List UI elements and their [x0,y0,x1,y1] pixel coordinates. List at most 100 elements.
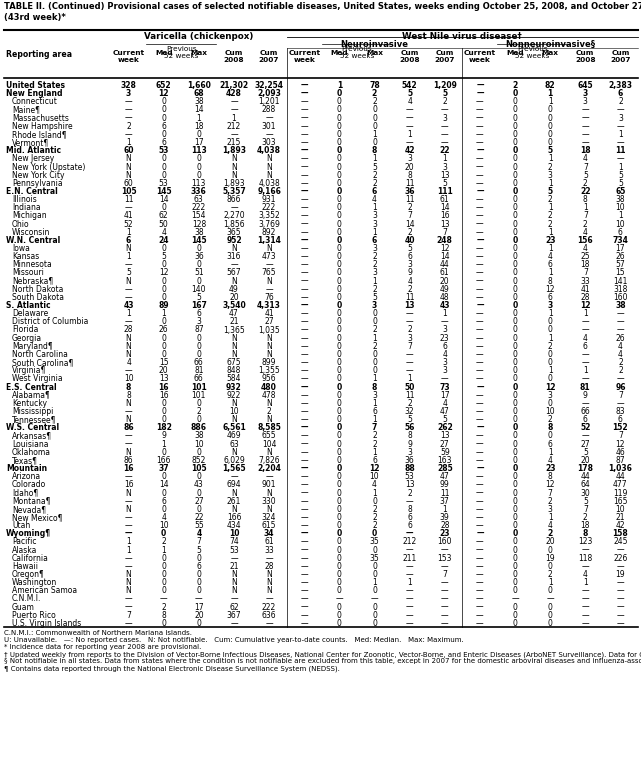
Text: 6: 6 [547,260,553,269]
Text: 3: 3 [407,447,412,457]
Text: 4: 4 [126,358,131,367]
Text: 1: 1 [548,154,553,164]
Text: 4: 4 [407,276,412,285]
Text: 19: 19 [545,554,555,562]
Text: 4: 4 [618,350,623,359]
Text: N: N [231,447,237,457]
Text: 23: 23 [545,464,555,473]
Text: Iowa: Iowa [12,244,30,253]
Text: 15: 15 [159,358,169,367]
Text: 10: 10 [229,407,239,416]
Text: California: California [12,554,49,562]
Text: —: — [230,619,238,628]
Text: 6: 6 [372,456,377,465]
Text: —: — [476,154,484,164]
Text: Montana¶: Montana¶ [12,497,51,505]
Text: 4: 4 [583,333,588,342]
Text: 0: 0 [337,276,342,285]
Text: 0: 0 [337,285,342,294]
Text: Reporting area: Reporting area [6,50,72,59]
Text: * Incidence data for reporting year 2008 are provisional.: * Incidence data for reporting year 2008… [4,644,201,650]
Text: 7: 7 [547,489,553,498]
Text: 6: 6 [162,497,166,505]
Text: 0: 0 [513,244,517,253]
Text: Cum
2007: Cum 2007 [610,50,631,63]
Text: 7: 7 [442,570,447,579]
Text: —: — [441,594,449,603]
Text: 12: 12 [159,269,169,278]
Text: N: N [126,154,131,164]
Text: U: Unavailable.   —: No reported cases.   N: Not notifiable.   Cum: Cumulative y: U: Unavailable. —: No reported cases. N:… [4,637,463,643]
Text: N: N [231,350,237,359]
Text: 1,209: 1,209 [433,81,456,90]
Text: —: — [301,276,308,285]
Text: Med: Med [155,50,172,56]
Text: 61: 61 [440,269,449,278]
Text: —: — [476,383,484,392]
Text: Massachusetts: Massachusetts [12,113,69,123]
Text: 73: 73 [440,383,450,392]
Text: 0: 0 [513,431,517,441]
Text: —: — [476,244,484,253]
Text: N: N [266,154,272,164]
Text: —: — [406,570,413,579]
Text: 0: 0 [372,122,377,131]
Text: 0: 0 [513,399,517,408]
Text: 44: 44 [440,260,449,269]
Text: 0: 0 [162,106,166,114]
Text: 0: 0 [337,431,342,441]
Text: 14: 14 [440,252,449,261]
Text: Texas¶: Texas¶ [12,456,38,465]
Text: 0: 0 [337,464,342,473]
Text: 5: 5 [583,447,588,457]
Text: 288: 288 [262,106,276,114]
Text: 3: 3 [372,244,377,253]
Text: 3: 3 [372,269,377,278]
Text: 18: 18 [581,260,590,269]
Text: 0: 0 [513,260,517,269]
Text: 2: 2 [372,260,377,269]
Text: 1,355: 1,355 [258,366,280,375]
Text: 0: 0 [196,570,201,579]
Text: —: — [581,106,589,114]
Text: N: N [231,333,237,342]
Text: 0: 0 [513,203,517,212]
Text: N: N [266,489,272,498]
Text: —: — [406,619,413,628]
Text: 14: 14 [194,106,204,114]
Text: 584: 584 [227,374,241,384]
Text: —: — [406,611,413,619]
Text: 25: 25 [581,252,590,261]
Text: 6: 6 [196,562,201,571]
Text: 0: 0 [337,97,342,107]
Text: 261: 261 [227,497,241,505]
Text: 652: 652 [156,81,172,90]
Text: —: — [301,423,308,432]
Text: 2: 2 [372,505,377,514]
Text: 1,201: 1,201 [258,97,280,107]
Text: 1,036: 1,036 [608,464,633,473]
Text: —: — [301,89,308,98]
Text: 0: 0 [512,89,518,98]
Text: 7: 7 [407,212,412,221]
Text: 0: 0 [337,497,342,505]
Text: 0: 0 [513,130,517,139]
Text: —: — [476,489,484,498]
Text: 49: 49 [229,285,239,294]
Text: 10: 10 [615,220,625,228]
Text: 848: 848 [227,366,241,375]
Text: 0: 0 [196,586,201,595]
Text: 301: 301 [262,122,276,131]
Text: 2: 2 [407,326,412,335]
Text: 0: 0 [196,399,201,408]
Text: 0: 0 [372,366,377,375]
Text: 4: 4 [583,228,588,237]
Text: 4: 4 [583,154,588,164]
Text: —: — [125,130,133,139]
Text: 3: 3 [407,260,412,269]
Text: 3: 3 [442,366,447,375]
Text: N: N [266,399,272,408]
Text: 4: 4 [618,342,623,351]
Text: 5: 5 [196,293,201,302]
Text: 2: 2 [372,252,377,261]
